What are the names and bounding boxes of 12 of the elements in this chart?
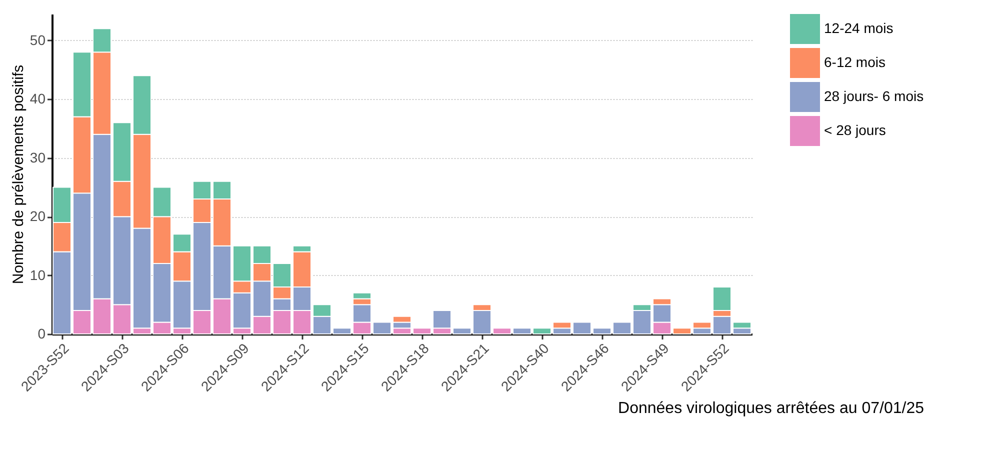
y-tick-label: 50 [30, 32, 46, 48]
y-tick-label: 20 [30, 208, 46, 224]
legend-label: 12-24 mois [824, 20, 894, 36]
legend-label: < 28 jours [824, 122, 886, 138]
y-tick-label: 10 [30, 266, 46, 283]
legend-label: 6-12 mois [824, 54, 886, 70]
y-tick-label: 0 [38, 326, 46, 342]
y-tick-label: 40 [30, 90, 46, 107]
y-axis-title: Nombre de prélèvements positifs [10, 64, 27, 284]
text: Données virologiques arrêtées au 07/01/25 [618, 400, 924, 417]
legend-label: 28 jours- 6 mois [824, 88, 924, 104]
y-tick-label: 30 [30, 149, 46, 166]
